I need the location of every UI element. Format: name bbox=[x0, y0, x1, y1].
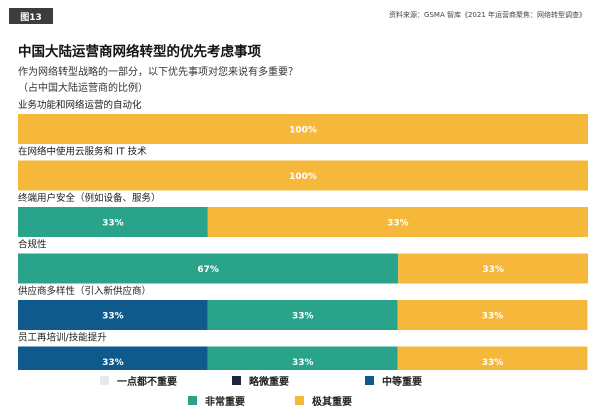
category-label: 在网络中使用云服务和 IT 技术 bbox=[18, 146, 147, 158]
chart-title: 中国大陆运营商网络转型的优先考虑事项 bbox=[18, 44, 261, 60]
legend-item: 一点都不重要 bbox=[100, 373, 177, 388]
legend-label: 极其重要 bbox=[312, 397, 352, 408]
legend-swatch bbox=[100, 376, 109, 385]
figure-badge: 图13 bbox=[9, 8, 53, 24]
category-label: 供应商多样性（引入新供应商） bbox=[18, 285, 151, 297]
stacked-bar-chart: 业务功能和网络运营的自动化 100% 在网络中使用云服务和 IT 技术 100% 终端用… bbox=[18, 99, 588, 370]
category-label: 终端用户安全（例如设备、服务） bbox=[18, 192, 161, 204]
legend-item: 极其重要 bbox=[295, 393, 352, 408]
legend-label: 一点都不重要 bbox=[117, 377, 177, 388]
source-note: 资料来源：GSMA 智库《2021 年运营商聚焦：网络转型调查》 bbox=[389, 11, 586, 19]
chart-legend: 一点都不重要 略微重要 中等重要非常重要 极其重要 bbox=[100, 373, 520, 413]
chart-note: （占中国大陆运营商的比例） bbox=[18, 83, 148, 94]
legend-swatch bbox=[365, 376, 374, 385]
bar-segment bbox=[207, 300, 398, 330]
bar-segment bbox=[207, 346, 398, 370]
data-label: 33% bbox=[102, 219, 124, 229]
legend-item: 略微重要 bbox=[232, 373, 289, 388]
data-label: 33% bbox=[482, 358, 504, 368]
category-label: 员工再培训/技能提升 bbox=[18, 332, 107, 344]
data-label: 33% bbox=[102, 312, 124, 322]
bar-segment bbox=[18, 114, 588, 144]
data-label: 33% bbox=[482, 265, 504, 275]
bar-segment bbox=[18, 346, 208, 370]
data-label: 33% bbox=[292, 358, 314, 368]
bar-segment bbox=[18, 160, 588, 191]
data-label: 100% bbox=[289, 126, 317, 136]
legend-label: 中等重要 bbox=[382, 377, 422, 388]
bar-segment bbox=[18, 300, 208, 330]
legend-swatch bbox=[295, 396, 304, 405]
legend-swatch bbox=[188, 396, 197, 405]
legend-item: 非常重要 bbox=[188, 393, 245, 408]
data-label: 67% bbox=[197, 265, 219, 275]
data-label: 33% bbox=[387, 219, 409, 229]
category-label: 合规性 bbox=[18, 239, 47, 251]
bar-segment bbox=[397, 346, 588, 370]
legend-swatch bbox=[232, 376, 241, 385]
category-label: 业务功能和网络运营的自动化 bbox=[18, 99, 142, 111]
data-label: 33% bbox=[482, 312, 504, 322]
data-label: 100% bbox=[289, 172, 317, 182]
legend-label: 略微重要 bbox=[249, 377, 289, 388]
bar-segment bbox=[207, 207, 588, 237]
data-label: 33% bbox=[292, 312, 314, 322]
data-label: 33% bbox=[102, 358, 124, 368]
bar-segment bbox=[18, 253, 399, 284]
bar-segment bbox=[398, 253, 588, 284]
legend-label: 非常重要 bbox=[205, 397, 245, 408]
legend-item: 中等重要 bbox=[365, 373, 422, 388]
chart-subtitle: 作为网络转型战略的一部分，以下优先事项对您来说有多重要？ bbox=[18, 67, 298, 78]
bar-segment bbox=[18, 207, 208, 237]
bar-segment bbox=[397, 300, 588, 330]
